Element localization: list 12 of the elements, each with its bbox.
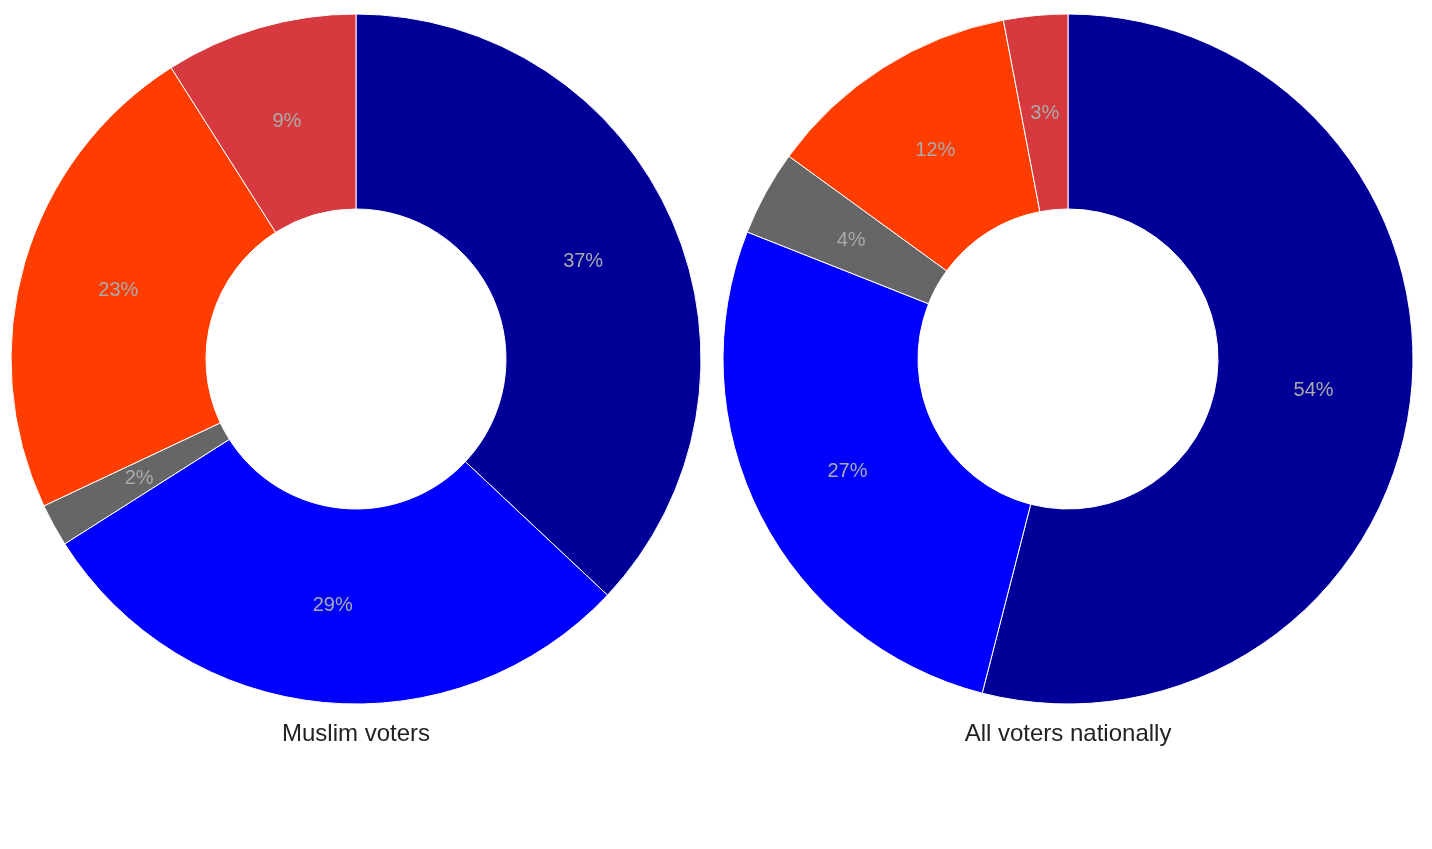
data-label: 3% bbox=[1030, 100, 1060, 123]
data-label: 4% bbox=[836, 227, 866, 250]
text: Muslim voters bbox=[281, 719, 431, 746]
data-label: 2% bbox=[124, 466, 154, 489]
data-label: 27% bbox=[827, 459, 868, 482]
data-label: 12% bbox=[915, 138, 956, 161]
data-label: 29% bbox=[312, 593, 353, 616]
data-label: 23% bbox=[98, 277, 139, 300]
data-label: 54% bbox=[1293, 378, 1334, 401]
text: All voters nationally bbox=[964, 719, 1172, 746]
data-label: 37% bbox=[563, 248, 604, 271]
data-label: 9% bbox=[272, 109, 302, 132]
